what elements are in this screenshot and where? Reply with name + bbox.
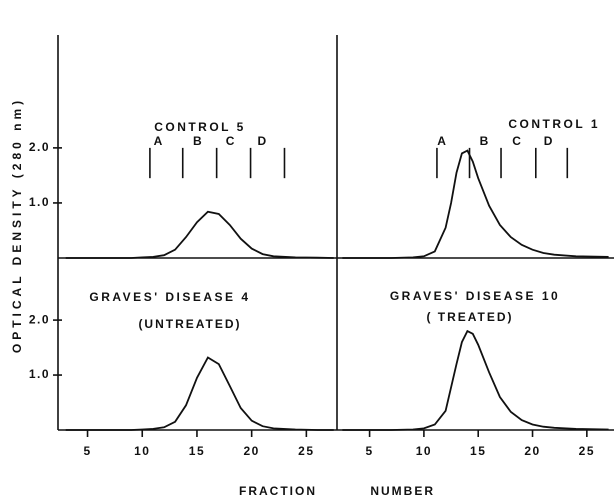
- x-tick-label: 10: [416, 444, 432, 458]
- x-axis-label: FRACTION NUMBER: [239, 484, 435, 498]
- curve: [65, 210, 334, 259]
- panel-subtitle: ( TREATED): [426, 310, 513, 324]
- panel-subtitle: (UNTREATED): [138, 317, 241, 331]
- x-tick-label: 15: [189, 444, 205, 458]
- y-tick-label: 2.0: [29, 140, 50, 154]
- fraction-label: D: [544, 134, 554, 148]
- curve: [342, 149, 609, 259]
- curve: [65, 356, 334, 431]
- panel-title: CONTROL 1: [508, 117, 600, 131]
- panel-title: GRAVES' DISEASE 10: [390, 289, 560, 303]
- fraction-label: B: [480, 134, 490, 148]
- panel-title: GRAVES' DISEASE 4: [89, 290, 250, 304]
- x-tick-label: 20: [524, 444, 540, 458]
- x-tick-label: 25: [298, 444, 314, 458]
- y-axis-label: OPTICAL DENSITY (280 nm): [10, 97, 24, 353]
- x-tick-label: 10: [134, 444, 150, 458]
- x-tick-label: 5: [365, 444, 373, 458]
- y-tick-label: 2.0: [29, 312, 50, 326]
- fraction-label: B: [193, 134, 203, 148]
- fraction-label: C: [512, 134, 522, 148]
- fraction-label: A: [154, 134, 164, 148]
- fraction-label: A: [437, 134, 447, 148]
- y-tick-label: 1.0: [29, 195, 50, 209]
- panel-title: CONTROL 5: [154, 120, 246, 134]
- x-tick-label: 20: [243, 444, 259, 458]
- x-tick-label: 15: [470, 444, 486, 458]
- fraction-label: D: [258, 134, 268, 148]
- curve: [342, 329, 609, 431]
- x-tick-label: 25: [579, 444, 595, 458]
- y-tick-label: 1.0: [29, 367, 50, 381]
- x-tick-label: 5: [83, 444, 91, 458]
- fraction-label: C: [226, 134, 236, 148]
